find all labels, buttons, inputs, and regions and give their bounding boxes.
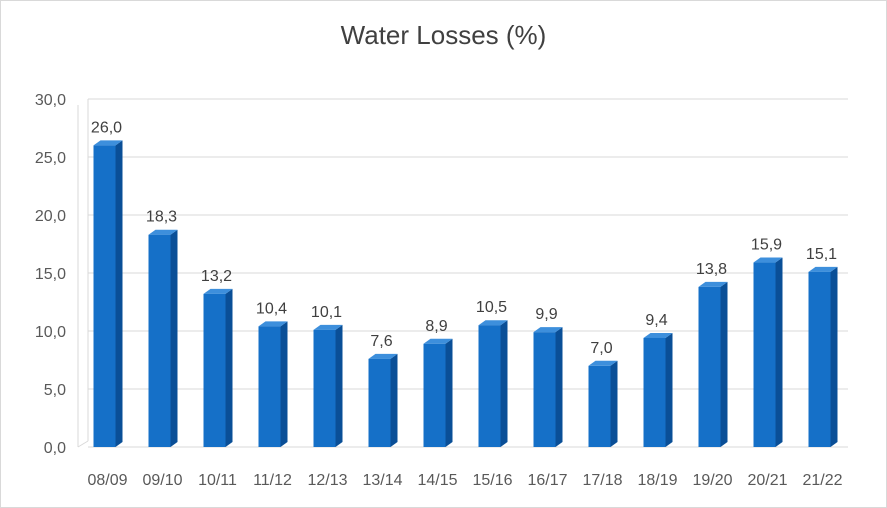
bar	[423, 343, 446, 447]
bar-side	[555, 327, 563, 447]
data-label: 7,6	[370, 333, 392, 350]
x-tick-label: 21/22	[802, 472, 842, 489]
data-label: 8,9	[425, 318, 447, 335]
chart-title: Water Losses (%)	[340, 20, 547, 50]
data-label: 26,0	[91, 119, 122, 136]
data-label: 18,3	[146, 209, 177, 226]
bar-side	[500, 320, 508, 447]
x-tick-label: 15/16	[472, 472, 512, 489]
x-tick-label: 13/14	[362, 472, 402, 489]
y-tick-label: 20,0	[35, 208, 66, 225]
data-label: 10,1	[311, 304, 342, 321]
x-tick-label: 20/21	[747, 472, 787, 489]
bar-top	[753, 257, 783, 263]
y-tick-label: 30,0	[35, 92, 66, 109]
bar-side	[720, 281, 728, 447]
bar-side	[445, 338, 453, 447]
x-tick-label: 08/09	[87, 472, 127, 489]
bar-side	[170, 229, 178, 447]
bar	[588, 365, 611, 447]
bar-top	[588, 360, 618, 366]
bar-top	[478, 320, 508, 326]
x-tick-label: 16/17	[527, 472, 567, 489]
bar-top	[258, 321, 288, 327]
bar-side	[280, 321, 288, 447]
bar	[643, 337, 666, 447]
y-tick-label: 15,0	[35, 266, 66, 283]
bar	[93, 145, 116, 447]
data-label: 9,9	[535, 306, 557, 323]
bar-side	[115, 140, 123, 447]
data-label: 13,8	[696, 261, 727, 278]
y-tick-label: 5,0	[44, 382, 66, 399]
bar	[148, 234, 171, 447]
bar	[313, 329, 336, 447]
bar	[808, 271, 831, 447]
bar-top	[313, 324, 343, 330]
bar	[203, 293, 226, 447]
x-tick-label: 10/11	[198, 472, 237, 489]
bar	[368, 358, 391, 447]
axis-depth-line	[77, 440, 89, 448]
data-label: 15,9	[751, 237, 782, 254]
x-tick-label: 11/12	[253, 472, 292, 489]
x-tick-label: 12/13	[307, 472, 347, 489]
data-label: 13,2	[201, 268, 232, 285]
bar-top	[93, 140, 123, 146]
bar	[478, 325, 501, 447]
data-label: 9,4	[645, 312, 667, 329]
bar-top	[203, 288, 233, 294]
bar-side	[830, 266, 838, 447]
bar	[258, 326, 281, 447]
bar-top	[643, 332, 673, 338]
bar-top	[368, 353, 398, 359]
bar	[753, 262, 776, 447]
bar-side	[225, 288, 233, 447]
bar-top	[148, 229, 178, 235]
bar-top	[808, 266, 838, 272]
y-tick-label: 25,0	[35, 150, 66, 167]
data-label: 15,1	[806, 246, 837, 263]
x-tick-label: 17/18	[582, 472, 622, 489]
x-tick-label: 14/15	[417, 472, 457, 489]
bar-top	[698, 281, 728, 287]
bar-side	[665, 332, 673, 447]
bar-side	[390, 353, 398, 447]
bar-top	[423, 338, 453, 344]
bar-side	[610, 360, 618, 447]
y-tick-label: 10,0	[35, 324, 66, 341]
data-label: 10,5	[476, 299, 507, 316]
bar-side	[775, 257, 783, 447]
bar-side	[335, 324, 343, 447]
y-tick-label: 0,0	[44, 440, 66, 457]
bar	[698, 286, 721, 447]
data-label: 7,0	[590, 340, 612, 357]
x-tick-label: 09/10	[142, 472, 182, 489]
x-tick-label: 18/19	[637, 472, 677, 489]
bar-top	[533, 327, 563, 333]
data-label: 10,4	[256, 300, 287, 317]
bar	[533, 332, 556, 447]
x-tick-label: 19/20	[692, 472, 732, 489]
